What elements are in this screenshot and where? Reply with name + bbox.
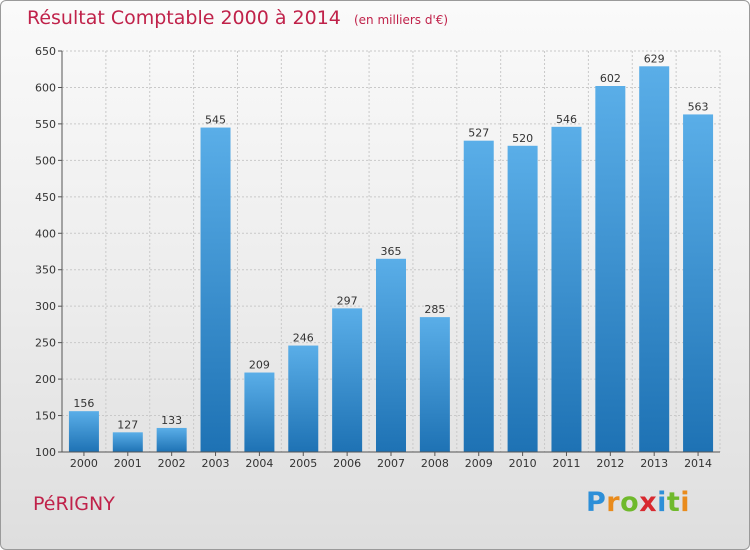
x-tick-label: 2000 — [70, 457, 98, 470]
y-tick-label: 550 — [35, 118, 56, 131]
data-label: 209 — [249, 359, 270, 372]
bar — [639, 66, 670, 452]
x-tick-label: 2012 — [596, 457, 624, 470]
data-label: 520 — [512, 132, 533, 145]
bar — [244, 372, 275, 452]
bar — [507, 145, 538, 453]
y-tick-label: 500 — [35, 154, 56, 167]
y-tick-label: 100 — [35, 446, 56, 459]
y-tick-label: 350 — [35, 264, 56, 277]
y-tick-label: 300 — [35, 300, 56, 313]
y-tick-label: 650 — [35, 45, 56, 58]
chart-title: Résultat Comptable 2000 à 2014 — [27, 7, 341, 29]
bar — [683, 114, 714, 452]
commune-name: PéRIGNY — [33, 493, 115, 515]
bar — [551, 126, 582, 453]
bar — [200, 127, 231, 453]
data-label: 629 — [644, 52, 665, 65]
x-tick-label: 2003 — [202, 457, 230, 470]
x-tick-label: 2011 — [552, 457, 580, 470]
x-tick-label: 2013 — [640, 457, 668, 470]
logo-letter: i — [680, 487, 691, 518]
x-tick-label: 2014 — [684, 457, 712, 470]
data-label: 246 — [293, 332, 314, 345]
logo-letter: P — [586, 487, 607, 518]
y-tick-label: 150 — [35, 410, 56, 423]
x-tick-label: 2006 — [333, 457, 361, 470]
title-row: Résultat Comptable 2000 à 2014 (en milli… — [27, 7, 448, 29]
x-tick-label: 2009 — [465, 457, 493, 470]
logo-letter: r — [606, 487, 621, 518]
y-tick-label: 400 — [35, 227, 56, 240]
proxiti-logo: Proxiti — [586, 487, 690, 518]
bar — [112, 432, 143, 452]
data-label: 563 — [688, 100, 709, 113]
logo-letter: x — [639, 487, 658, 518]
data-label: 365 — [381, 245, 402, 258]
y-tick-label: 600 — [35, 81, 56, 94]
x-tick-label: 2007 — [377, 457, 405, 470]
bar — [332, 308, 363, 452]
logo-letter: o — [620, 487, 640, 518]
x-tick-label: 2010 — [509, 457, 537, 470]
data-label: 602 — [600, 72, 621, 85]
logo-letter: i — [657, 487, 667, 518]
x-tick-label: 2001 — [114, 457, 142, 470]
data-label: 546 — [556, 113, 577, 126]
x-tick-label: 2002 — [158, 457, 186, 470]
chart-subtitle: (en milliers d'€) — [353, 13, 449, 27]
bar — [595, 85, 626, 452]
data-label: 127 — [117, 418, 138, 431]
bar — [376, 258, 406, 452]
data-label: 527 — [468, 127, 489, 140]
y-tick-label: 250 — [35, 337, 56, 350]
bar — [156, 427, 187, 452]
bar — [288, 345, 319, 452]
y-tick-label: 200 — [35, 373, 56, 386]
data-label: 285 — [424, 303, 445, 316]
y-tick-label: 450 — [35, 191, 56, 204]
data-label: 297 — [337, 294, 358, 307]
bar — [463, 140, 494, 453]
data-label: 133 — [161, 414, 182, 427]
data-label: 545 — [205, 114, 226, 127]
bar — [419, 317, 450, 452]
bar — [68, 411, 99, 452]
logo-letter: t — [666, 487, 681, 518]
x-tick-label: 2004 — [245, 457, 273, 470]
x-tick-label: 2008 — [421, 457, 449, 470]
x-tick-label: 2005 — [289, 457, 317, 470]
data-label: 156 — [73, 397, 94, 410]
